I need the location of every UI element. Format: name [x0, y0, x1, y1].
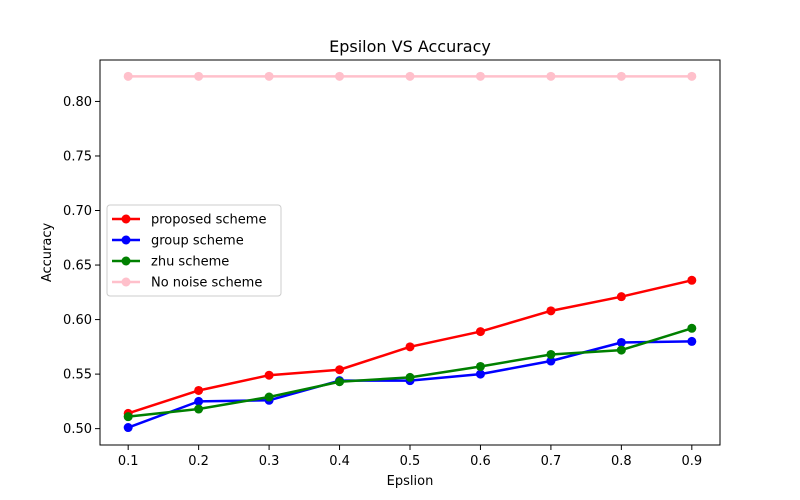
- legend-marker-group-scheme: [121, 235, 131, 245]
- data-point-no-noise-scheme: [546, 71, 556, 81]
- data-point-zhu-scheme: [687, 323, 697, 333]
- x-tick-label: 0.7: [541, 454, 562, 469]
- legend-label-no-noise-scheme: No noise scheme: [151, 276, 262, 291]
- data-point-zhu-scheme: [475, 361, 485, 371]
- data-point-group-scheme: [194, 396, 204, 406]
- data-point-zhu-scheme: [123, 412, 133, 422]
- data-point-no-noise-scheme: [194, 71, 204, 81]
- x-axis: 0.1 0.2 0.3 0.4 0.5 0.6 0.7 0.8 0.9: [118, 445, 702, 469]
- legend-label-zhu-scheme: zhu scheme: [151, 255, 229, 270]
- y-tick-label: 0.55: [63, 368, 92, 383]
- series-layer: [123, 71, 697, 433]
- y-tick-label: 0.75: [63, 149, 92, 164]
- x-tick-label: 0.2: [188, 454, 209, 469]
- legend-marker-no-noise-scheme: [121, 277, 131, 287]
- legend-label-proposed-scheme: proposed scheme: [151, 213, 266, 228]
- data-point-zhu-scheme: [616, 345, 626, 355]
- data-point-group-scheme: [616, 337, 626, 347]
- legend-frame: [106, 204, 282, 297]
- data-point-no-noise-scheme: [264, 71, 274, 81]
- data-point-zhu-scheme: [335, 377, 345, 387]
- legend-label-group-scheme: group scheme: [151, 234, 244, 249]
- data-point-group-scheme: [687, 336, 697, 346]
- x-tick-label: 0.5: [400, 454, 421, 469]
- data-point-group-scheme: [546, 356, 556, 366]
- y-tick-label: 0.80: [63, 95, 92, 110]
- y-tick-label: 0.60: [63, 313, 92, 328]
- x-tick-label: 0.4: [329, 454, 350, 469]
- x-tick-label: 0.6: [470, 454, 491, 469]
- data-point-proposed-scheme: [475, 327, 485, 337]
- data-point-no-noise-scheme: [616, 71, 626, 81]
- data-point-zhu-scheme: [194, 404, 204, 414]
- data-point-proposed-scheme: [687, 275, 697, 285]
- data-point-no-noise-scheme: [335, 71, 345, 81]
- x-tick-label: 0.8: [611, 454, 632, 469]
- data-point-zhu-scheme: [546, 349, 556, 359]
- y-tick-label: 0.70: [63, 204, 92, 219]
- data-point-group-scheme: [123, 423, 133, 433]
- data-point-proposed-scheme: [616, 292, 626, 302]
- legend-marker-proposed-scheme: [121, 214, 131, 224]
- data-point-no-noise-scheme: [405, 71, 415, 81]
- data-point-no-noise-scheme: [123, 71, 133, 81]
- data-point-group-scheme: [475, 369, 485, 379]
- x-axis-title: Epslion: [387, 474, 434, 489]
- y-tick-label: 0.50: [63, 422, 92, 437]
- data-point-proposed-scheme: [546, 306, 556, 316]
- chart-title: Epsilon VS Accuracy: [329, 37, 491, 56]
- x-tick-label: 0.3: [259, 454, 280, 469]
- data-point-no-noise-scheme: [475, 71, 485, 81]
- data-point-zhu-scheme: [405, 372, 415, 382]
- data-point-proposed-scheme: [405, 342, 415, 352]
- y-axis-title: Accuracy: [40, 223, 55, 283]
- x-tick-label: 0.9: [681, 454, 702, 469]
- data-point-zhu-scheme: [264, 392, 274, 402]
- y-tick-label: 0.65: [63, 259, 92, 274]
- legend: proposed scheme group scheme zhu scheme No …: [106, 204, 282, 297]
- data-point-proposed-scheme: [264, 370, 274, 380]
- y-axis: 0.50 0.55 0.60 0.65 0.70 0.75 0.80: [63, 95, 100, 437]
- data-point-no-noise-scheme: [687, 71, 697, 81]
- x-tick-label: 0.1: [118, 454, 139, 469]
- data-point-proposed-scheme: [335, 365, 345, 375]
- data-point-proposed-scheme: [194, 385, 204, 395]
- legend-marker-zhu-scheme: [121, 256, 131, 266]
